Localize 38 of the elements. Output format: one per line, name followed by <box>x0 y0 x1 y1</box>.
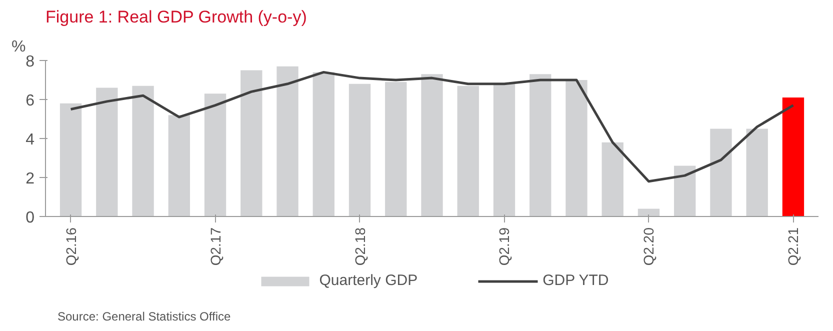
bar <box>746 128 768 216</box>
y-tick-label: 8 <box>26 54 35 70</box>
bar <box>457 86 479 216</box>
bar <box>674 166 696 216</box>
bar <box>710 128 732 216</box>
x-tick-label: Q2.19 <box>496 227 512 266</box>
x-tick-label: Q2.20 <box>640 227 657 266</box>
legend-label: Quarterly GDP <box>319 272 418 289</box>
bar <box>385 82 407 216</box>
y-tick-label: 2 <box>26 170 35 188</box>
bar <box>60 103 82 216</box>
bar <box>782 98 804 216</box>
bar <box>204 94 226 216</box>
source-note: Source: General Statistics Office <box>58 310 232 324</box>
x-tick-label: Q2.17 <box>207 227 224 266</box>
chart-title: Figure 1: Real GDP Growth (y-o-y) <box>46 8 307 26</box>
y-axis-title: % <box>12 38 26 56</box>
bar <box>96 88 118 216</box>
bar <box>602 142 624 216</box>
line-series <box>70 70 794 183</box>
bar <box>566 80 588 216</box>
y-tick-label: 0 <box>26 210 35 226</box>
y-tick-label: 4 <box>26 132 35 148</box>
x-tick-label: Q2.16 <box>62 227 79 266</box>
bar <box>493 84 516 216</box>
bar <box>240 70 262 216</box>
bar <box>421 74 443 216</box>
legend-label: GDP YTD <box>542 272 609 289</box>
y-tick-label: 6 <box>26 92 35 110</box>
bar <box>638 208 660 216</box>
x-tick-label: Q2.21 <box>785 227 802 266</box>
bar <box>530 74 552 216</box>
bar <box>168 115 190 216</box>
bar <box>348 84 371 216</box>
bar <box>312 72 334 216</box>
x-tick-label: Q2.18 <box>352 227 368 266</box>
bar <box>132 86 154 216</box>
bar <box>276 66 298 216</box>
